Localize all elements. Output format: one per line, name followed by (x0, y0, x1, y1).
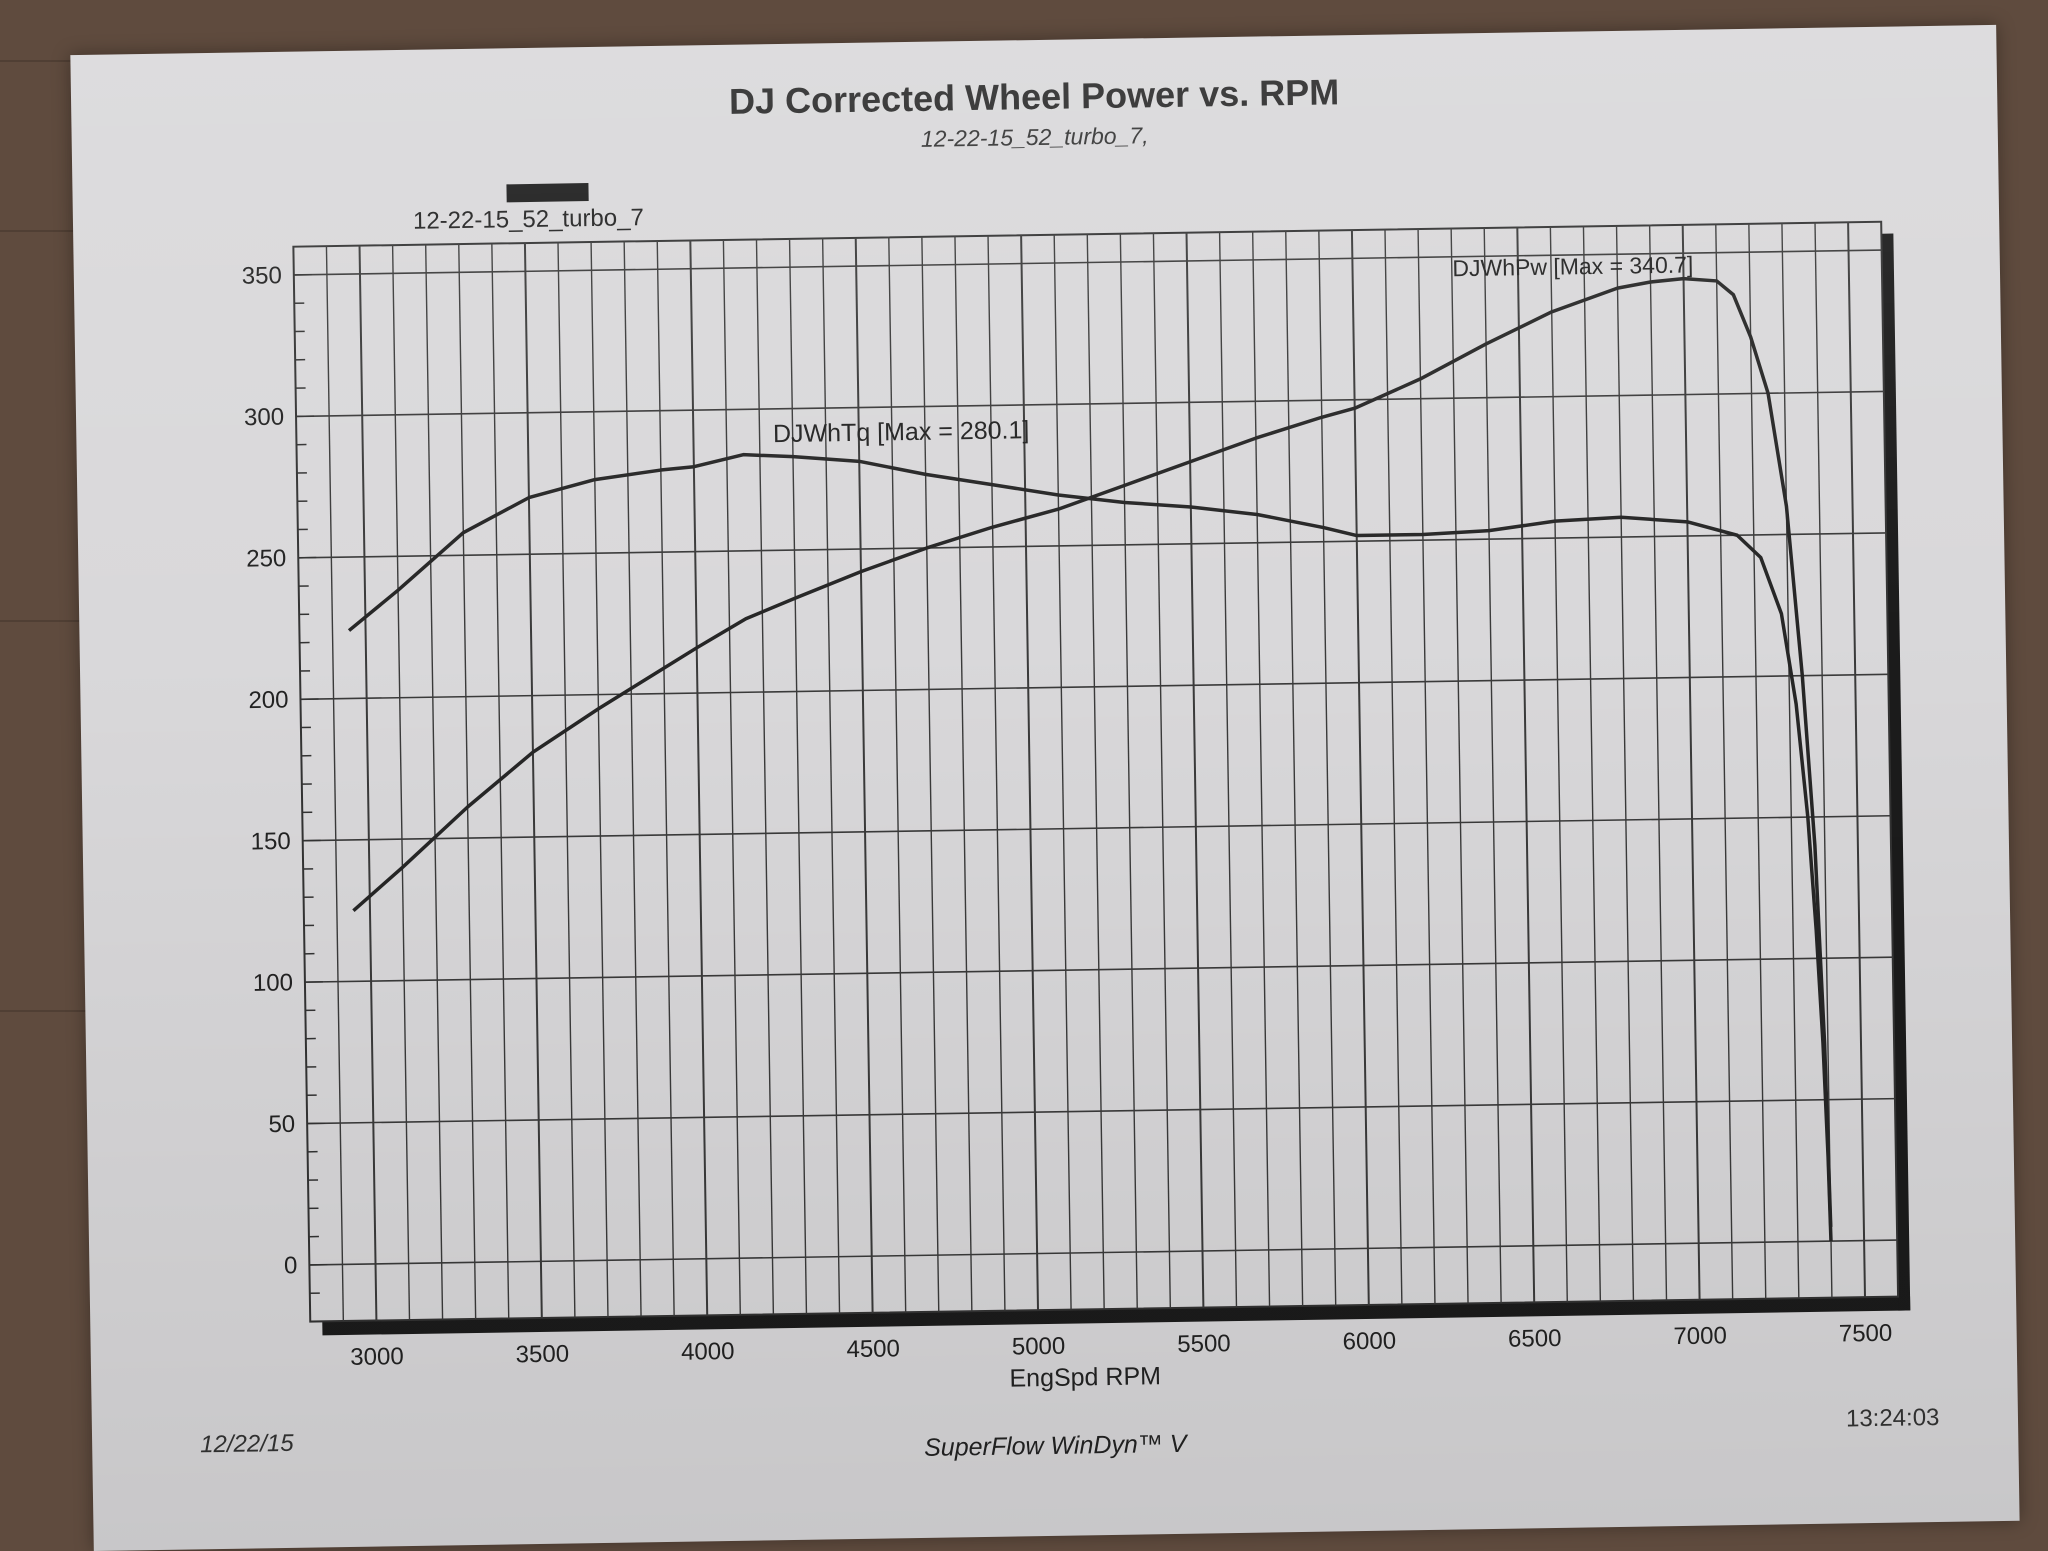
grid-line-x (823, 238, 840, 1313)
grid-line-x (1418, 229, 1435, 1304)
grid-line-x (1120, 234, 1137, 1309)
x-tick-label: 4500 (846, 1335, 900, 1363)
torque-annotation: DJWhTq [Max = 280.1] (773, 416, 1030, 448)
grid-line-x (1054, 235, 1071, 1310)
grid-line-x (1187, 233, 1204, 1308)
power-annotation: DJWhPw [Max = 340.7] (1452, 251, 1693, 281)
grid-line-x (326, 246, 343, 1321)
x-tick-label: 3500 (515, 1340, 569, 1368)
x-tick-label: 6500 (1508, 1325, 1562, 1353)
y-tick-label: 300 (244, 404, 284, 432)
x-tick-label: 3000 (350, 1343, 404, 1371)
grid-line-x (1848, 222, 1865, 1297)
grid-line-x (558, 243, 575, 1318)
grid-line-x (790, 239, 807, 1314)
grid-line-x (1484, 228, 1501, 1303)
grid-line-x (1451, 229, 1468, 1304)
grid-line-x (657, 241, 674, 1316)
grid-line-x (1550, 227, 1567, 1302)
series-line-djwhtq (346, 438, 1831, 1264)
grid-line-x (1716, 224, 1733, 1299)
grid-line-x (1087, 234, 1104, 1309)
grid-line-x (1650, 225, 1667, 1300)
grid-line-x (723, 240, 740, 1315)
grid-line-x (1319, 231, 1336, 1306)
grid-line-x (1617, 226, 1634, 1301)
grid-line-x (955, 236, 972, 1311)
dyno-chart: 0 50 100 150 200 250 300 350 3000 3500 4000 4500 500… (70, 25, 2019, 1551)
y-tick-label: 50 (268, 1111, 295, 1138)
dyno-printout-sheet: DJ Corrected Wheel Power vs. RPM 12-22-1… (70, 25, 2019, 1551)
grid-line-x (525, 243, 542, 1318)
y-tick-label: 200 (248, 686, 288, 714)
x-tick-label: 4000 (681, 1338, 735, 1366)
y-tick-label: 250 (246, 545, 286, 573)
y-tick-label: 350 (242, 262, 282, 290)
x-tick-label: 7000 (1673, 1322, 1727, 1350)
grid-line-x (360, 246, 377, 1321)
x-tick-label: 5000 (1012, 1333, 1066, 1361)
grid-line-x (624, 241, 641, 1316)
grid-line-x (690, 240, 707, 1315)
y-tick-label: 100 (253, 969, 293, 997)
grid-line-x (1749, 224, 1766, 1299)
grid-line-x (922, 237, 939, 1312)
grid-line-x (1286, 231, 1303, 1306)
y-tick-label: 0 (284, 1252, 298, 1279)
grid-line-x (889, 237, 906, 1312)
plot-shadow-bottom (322, 1296, 1910, 1335)
grid-line-x (591, 242, 608, 1317)
grid-line-x (393, 245, 410, 1320)
grid-line-x (756, 239, 773, 1314)
grid-line-x (459, 244, 476, 1319)
grid-line-x (988, 236, 1005, 1311)
grid-line-x (1021, 235, 1038, 1310)
grid-line-x (1517, 227, 1534, 1302)
grid-line-x (426, 245, 443, 1320)
grid-line-x (1352, 230, 1369, 1305)
x-tick-label: 5500 (1177, 1330, 1231, 1358)
grid-line-x (1153, 233, 1170, 1308)
grid-line-x (1782, 223, 1799, 1298)
x-tick-label: 7500 (1839, 1320, 1893, 1348)
grid-line-x (1683, 225, 1700, 1300)
grid-line-x (1220, 232, 1237, 1307)
grid-line-x (1583, 226, 1600, 1301)
x-axis-label: EngSpd RPM (1009, 1362, 1161, 1392)
y-tick-label: 150 (250, 828, 290, 856)
grid-line-x (856, 238, 873, 1313)
x-tick-label: 6000 (1342, 1328, 1396, 1356)
grid-line-x (1253, 232, 1270, 1307)
